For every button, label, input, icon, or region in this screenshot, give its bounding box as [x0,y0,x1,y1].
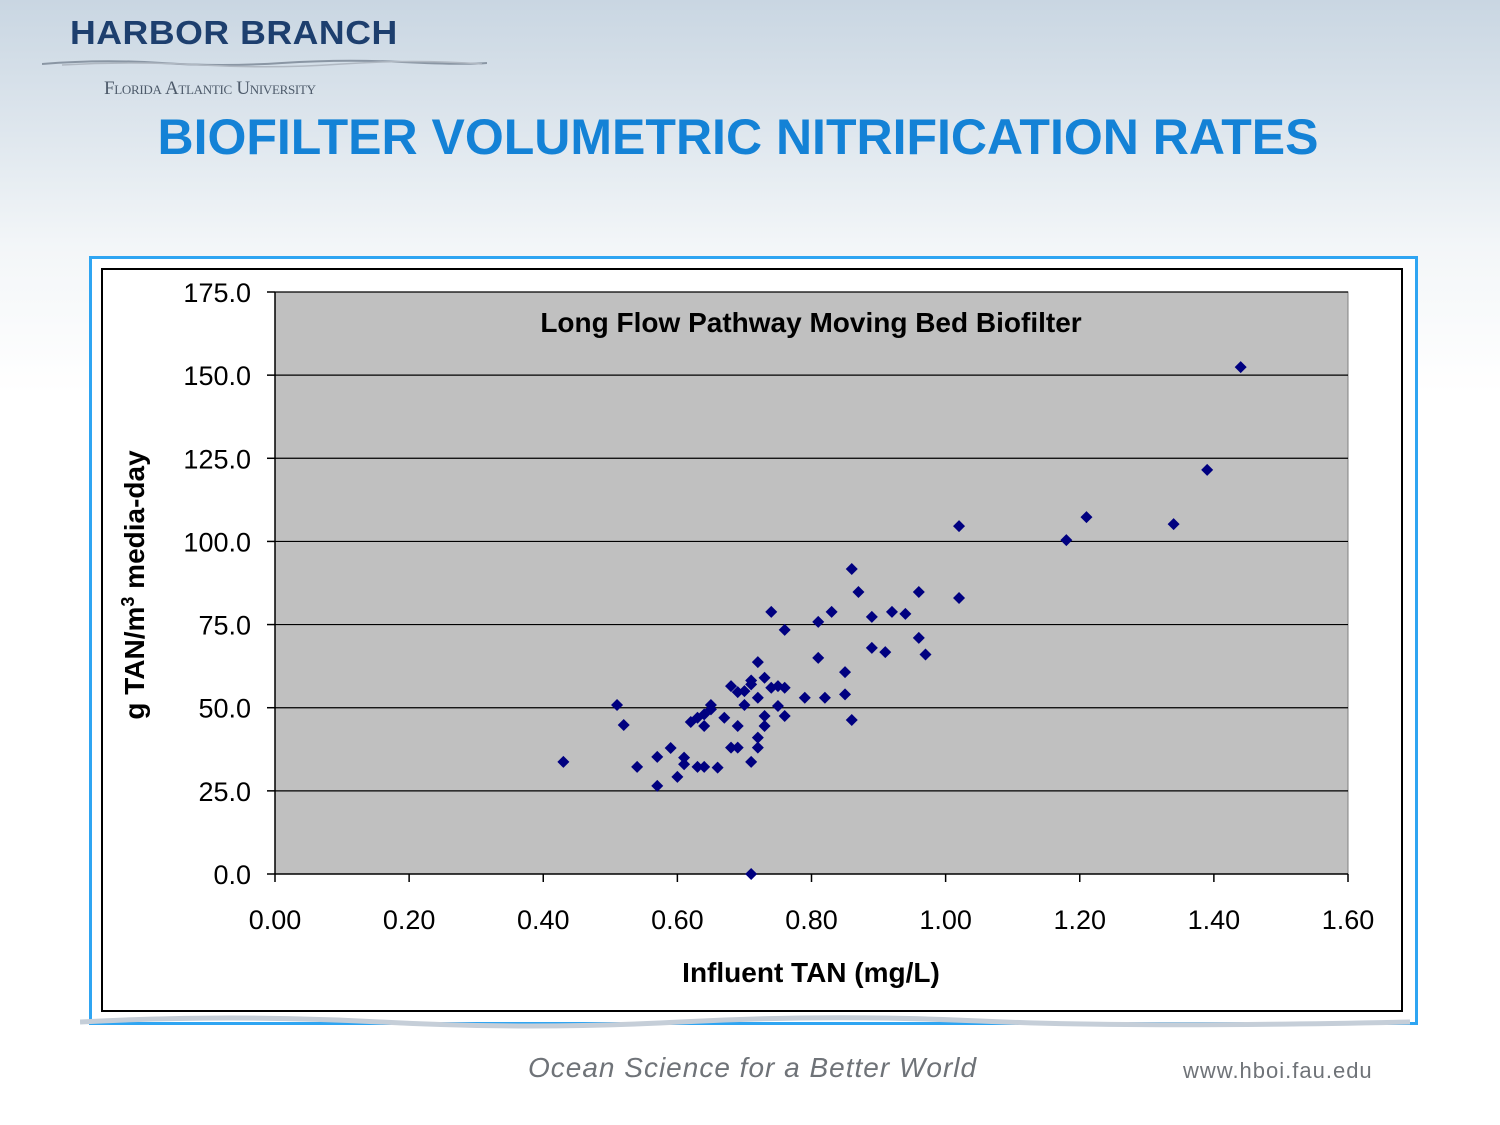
plot-area [274,291,1349,875]
data-point [725,741,738,754]
data-point [698,720,711,733]
data-point [691,711,704,724]
data-point [1060,534,1073,547]
data-point [919,648,932,661]
data-point [818,691,831,704]
data-point [953,520,966,533]
x-tick-label: 0.20 [383,905,436,935]
data-point [651,750,664,763]
data-point [611,699,624,712]
y-tick-label: 75.0 [198,611,251,641]
x-tick-label: 1.60 [1322,905,1375,935]
y-tick-label: 125.0 [183,444,251,474]
y-tick-label: 25.0 [198,777,251,807]
footer-wave-icon [80,1015,1410,1029]
harbor-branch-logo: HARBOR BRANCH Florida Atlantic Universit… [42,14,492,104]
data-point [664,741,677,754]
data-point [852,585,865,598]
data-point [1234,361,1247,374]
data-point [885,605,898,618]
data-point [771,700,784,713]
data-point [751,656,764,669]
y-tick-label: 50.0 [198,694,251,724]
data-point [617,719,630,732]
data-point [1167,518,1180,531]
data-point [839,688,852,701]
x-tick-label: 1.20 [1053,905,1106,935]
data-point [912,631,925,644]
data-point [731,741,744,754]
data-point [758,710,771,723]
x-tick-label: 0.80 [785,905,838,935]
data-point [812,615,825,628]
data-point [738,699,751,712]
data-point [798,691,811,704]
data-point [758,671,771,684]
data-point [704,699,717,712]
x-tick-label: 1.40 [1188,905,1241,935]
x-tick-label: 0.00 [249,905,302,935]
data-point [678,751,691,764]
logo-sub-text: Florida Atlantic University [104,78,316,99]
logo-wave-icon [42,59,487,68]
data-point [1201,463,1214,476]
y-tick-label: 0.0 [213,860,251,890]
y-tick-label: 175.0 [183,278,251,308]
data-point [953,591,966,604]
x-tick-label: 0.60 [651,905,704,935]
x-tick-label: 0.40 [517,905,570,935]
data-point [678,758,691,771]
data-point [865,610,878,623]
data-point [557,755,570,768]
data-point [725,680,738,693]
data-point [758,720,771,733]
data-point [839,666,852,679]
footer-slogan: Ocean Science for a Better World [528,1052,978,1083]
chart-title: Long Flow Pathway Moving Bed Biofilter [540,307,1081,338]
data-point [825,605,838,618]
data-point [691,760,704,773]
data-point [765,605,778,618]
slide-title: BIOFILTER VOLUMETRIC NITRIFICATION RATES [157,109,1319,165]
data-point [1080,511,1093,524]
y-tick-label: 100.0 [183,527,251,557]
data-point [845,563,858,576]
x-axis-label: Influent TAN (mg/L) [682,957,940,988]
logo-main-text: HARBOR BRANCH [70,14,398,51]
data-point [845,714,858,727]
data-point [751,691,764,704]
data-point [738,685,751,698]
data-point [745,868,758,880]
data-point [778,623,791,636]
x-tick-label: 1.00 [919,905,972,935]
data-point [778,710,791,723]
data-point [751,741,764,754]
data-point [745,674,758,687]
data-point [731,720,744,733]
data-point [631,760,644,773]
data-point [718,711,731,724]
data-point [698,760,711,773]
y-axis-label: g TAN/m3 media-day [118,450,150,720]
data-point [865,641,878,654]
y-tick-label: 150.0 [183,361,251,391]
data-point [651,779,664,792]
data-point [745,755,758,768]
data-point [912,585,925,598]
data-point [778,681,791,694]
data-point [671,770,684,783]
data-point [812,651,825,664]
data-point [879,646,892,659]
data-point [711,761,724,774]
data-point [899,607,912,620]
footer-url: www.hboi.fau.edu [1183,1058,1373,1083]
data-point [751,731,764,744]
